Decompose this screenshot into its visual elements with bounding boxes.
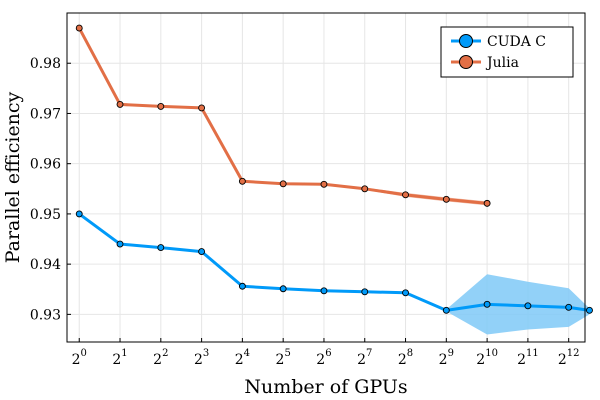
plot-frame <box>66 12 586 343</box>
cuda-c-point <box>361 288 369 296</box>
julia-point <box>279 180 287 188</box>
cuda-c-point <box>198 248 206 256</box>
x-axis-label: Number of GPUs <box>244 376 407 398</box>
julia-legend-marker <box>459 55 473 69</box>
cuda-c-point <box>442 306 450 314</box>
x-tick-label: 29 <box>439 348 454 368</box>
x-tick-exponent: 10 <box>485 348 498 359</box>
x-tick-base: 2 <box>476 352 485 368</box>
cuda-c-point <box>279 285 287 293</box>
julia-point <box>442 195 450 203</box>
julia-point <box>320 180 328 188</box>
y-tick-label: 0.93 <box>30 307 61 323</box>
x-tick-label: 211 <box>517 348 539 368</box>
cuda-c-point <box>565 303 573 311</box>
x-tick-label: 210 <box>476 348 498 368</box>
confidence-bands <box>79 28 590 335</box>
x-tick-label: 28 <box>398 348 413 368</box>
x-tick-exponent: 9 <box>448 348 454 359</box>
x-tick-base: 2 <box>558 352 567 368</box>
julia-point <box>361 185 369 193</box>
julia-point <box>483 199 491 207</box>
x-tick-base: 2 <box>398 352 407 368</box>
y-tick-label: 0.95 <box>30 207 61 223</box>
y-tick-label: 0.97 <box>30 106 61 122</box>
cuda-c-legend-marker <box>459 34 473 48</box>
x-tick-label: 212 <box>558 348 580 368</box>
cuda-c-point <box>238 282 246 290</box>
x-tick-base: 2 <box>439 352 448 368</box>
cuda-c-point <box>402 289 409 297</box>
x-tick-base: 2 <box>112 352 121 368</box>
julia-point <box>198 104 206 112</box>
x-tick-base: 2 <box>276 352 285 368</box>
x-tick-label: 25 <box>276 348 291 368</box>
julia-point <box>402 191 409 199</box>
x-tick-exponent: 5 <box>284 348 290 359</box>
x-tick-label: 23 <box>194 348 209 368</box>
julia-point <box>157 102 165 110</box>
cuda-c-line <box>78 212 590 312</box>
cuda-c-band <box>79 213 590 335</box>
x-tick-exponent: 3 <box>203 348 209 359</box>
x-tick-label: 27 <box>357 348 372 368</box>
x-tick-label: 22 <box>153 348 168 368</box>
x-ticks: 20 21 22 23 24 25 26 27 28 29 210 211 212 <box>72 338 580 368</box>
x-tick-label: 21 <box>112 348 127 368</box>
legend: CUDA C Julia <box>440 26 574 78</box>
x-tick-exponent: 8 <box>407 348 413 359</box>
cuda-c-point <box>586 306 593 314</box>
julia-legend-label: Julia <box>485 55 519 71</box>
x-tick-label: 24 <box>235 348 250 368</box>
y-ticks: 0.93 0.94 0.95 0.96 0.97 0.98 <box>30 56 71 323</box>
x-tick-exponent: 7 <box>366 348 372 359</box>
x-tick-base: 2 <box>357 352 366 368</box>
x-tick-exponent: 2 <box>162 348 168 359</box>
x-tick-exponent: 4 <box>244 348 250 359</box>
y-tick-label: 0.96 <box>30 157 61 173</box>
x-tick-base: 2 <box>517 352 526 368</box>
y-tick-label: 0.94 <box>30 257 61 273</box>
cuda-c-point <box>483 300 491 308</box>
x-tick-base: 2 <box>235 352 244 368</box>
x-tick-exponent: 1 <box>121 348 127 359</box>
cuda-c-point <box>157 244 165 252</box>
cuda-c-point <box>75 210 83 218</box>
x-tick-exponent: 12 <box>567 348 580 359</box>
y-tick-label: 0.98 <box>30 56 61 72</box>
x-tick-base: 2 <box>153 352 162 368</box>
cuda-c-point <box>116 240 124 248</box>
x-tick-base: 2 <box>72 352 81 368</box>
julia-point <box>75 24 83 32</box>
y-axis-label: Parallel efficiency <box>2 91 24 263</box>
x-tick-base: 2 <box>194 352 203 368</box>
julia-point <box>116 100 124 108</box>
x-tick-label: 20 <box>72 348 87 368</box>
cuda-c-legend-label: CUDA C <box>487 34 546 50</box>
x-tick-exponent: 6 <box>325 348 331 359</box>
x-tick-base: 2 <box>316 352 325 368</box>
series-markers <box>75 24 593 314</box>
cuda-c-point <box>320 287 328 295</box>
cuda-c-point <box>524 302 532 310</box>
x-tick-exponent: 0 <box>81 348 87 359</box>
julia-point <box>238 177 246 185</box>
x-tick-label: 26 <box>316 348 331 368</box>
x-tick-exponent: 11 <box>526 348 539 359</box>
